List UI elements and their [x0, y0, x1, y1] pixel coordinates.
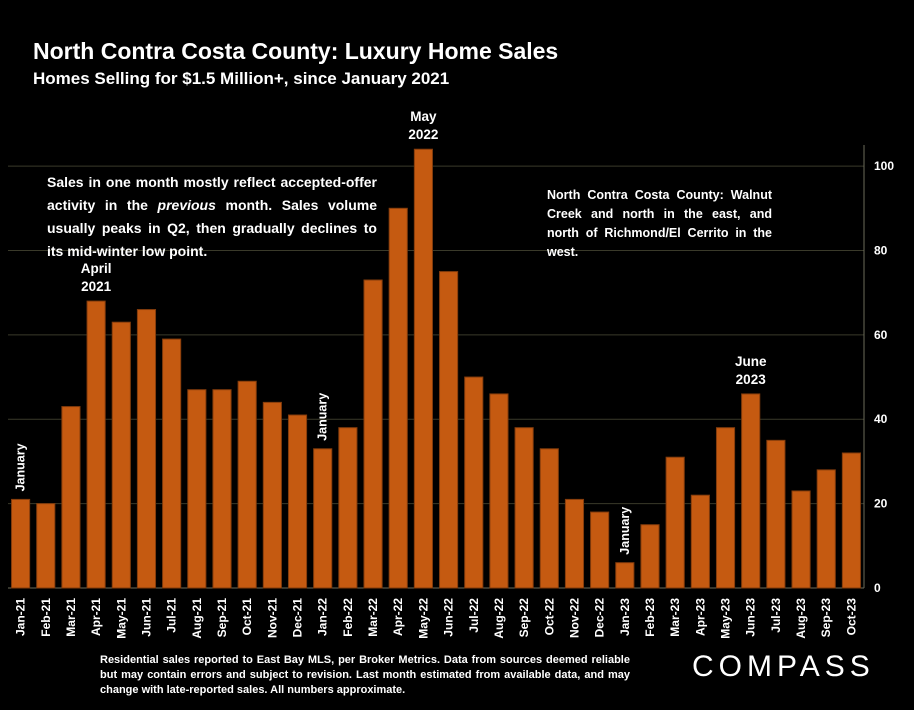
bar-may-22 — [413, 148, 433, 589]
annotation-label: January — [14, 443, 28, 491]
bar-mar-21 — [61, 406, 81, 589]
bar-aug-23 — [791, 490, 811, 589]
annotations: January April 2021 January May 2022 January Jun… — [14, 109, 767, 554]
y-tick-label: 60 — [874, 328, 888, 342]
bar-oct-23 — [841, 452, 861, 589]
bar-may-21 — [111, 321, 131, 589]
x-tick-label: Apr-22 — [391, 598, 405, 636]
x-tick-label: Aug-22 — [492, 598, 506, 639]
bar-nov-22 — [564, 498, 585, 589]
x-tick-label: Aug-21 — [190, 598, 204, 639]
bar-jun-23 — [741, 393, 761, 589]
annotation-label: 2022 — [408, 127, 438, 142]
bar-jan-23 — [615, 562, 635, 589]
bars — [11, 148, 861, 589]
bar-dec-21 — [287, 414, 308, 589]
annotation-label: May — [410, 109, 437, 124]
x-tick-label: Jan-22 — [316, 598, 330, 636]
bar-oct-21 — [237, 380, 257, 589]
x-tick-label: Apr-21 — [89, 598, 103, 636]
bar-apr-22 — [388, 207, 408, 589]
note-text-start: Sales in one month mostly reflect accept… — [47, 174, 377, 213]
x-tick-label: Jun-23 — [744, 598, 758, 637]
x-tick-label: Feb-22 — [341, 598, 355, 637]
bar-aug-21 — [187, 389, 207, 589]
x-tick-label: Oct-23 — [844, 598, 858, 636]
bar-sep-22 — [514, 427, 534, 589]
source-footnote: Residential sales reported to East Bay M… — [100, 654, 630, 696]
x-tick-label: Nov-22 — [567, 598, 581, 638]
bar-jul-22 — [464, 376, 484, 589]
bar-jul-21 — [162, 338, 182, 589]
bar-aug-22 — [489, 393, 509, 589]
x-tick-label: Sep-21 — [215, 598, 229, 638]
annotation-label: January — [618, 507, 632, 555]
x-tick-label: Jul-23 — [769, 598, 783, 633]
x-tick-label: Feb-23 — [643, 598, 657, 637]
bar-feb-23 — [640, 524, 660, 589]
note-text-end: month. Sales volume usually peaks in Q2,… — [47, 197, 377, 259]
x-tick-label: Jul-21 — [165, 598, 179, 633]
bar-apr-23 — [690, 494, 710, 589]
annotation-label: 2021 — [81, 279, 112, 294]
x-tick-label: Mar-22 — [366, 598, 380, 637]
bar-jan-21 — [11, 498, 31, 589]
x-tick-label: Sep-22 — [517, 598, 531, 638]
bar-jul-23 — [766, 439, 786, 589]
bar-may-23 — [715, 427, 736, 589]
x-tick-label: Jan-21 — [14, 598, 28, 636]
chart-title: North Contra Costa County: Luxury Home S… — [33, 38, 559, 64]
bar-sep-23 — [816, 469, 836, 589]
bar-mar-22 — [363, 279, 383, 589]
bar-dec-22 — [590, 511, 610, 589]
x-tick-label: Oct-22 — [542, 598, 556, 636]
x-tick-label: Apr-23 — [693, 598, 707, 636]
region-note: North Contra Costa County: Walnut Creek … — [547, 188, 772, 259]
annotation-label: June — [735, 354, 767, 369]
x-tick-label: Mar-23 — [668, 598, 682, 637]
x-tick-label: Jul-22 — [467, 598, 481, 633]
bar-jun-21 — [136, 309, 157, 589]
bar-feb-21 — [36, 503, 56, 589]
x-tick-label: Jun-21 — [139, 598, 153, 637]
annotation-label: April — [81, 261, 112, 276]
annotation-label: January — [316, 393, 330, 441]
compass-logo: COMPASS — [692, 650, 875, 683]
note-text-italic: previous — [157, 197, 216, 213]
x-tick-label: Sep-23 — [819, 598, 833, 638]
x-tick-label: Oct-21 — [240, 598, 254, 636]
bar-nov-21 — [262, 401, 282, 589]
y-axis-ticks: 0 20 40 60 80 100 — [874, 159, 894, 595]
bar-apr-21 — [86, 300, 106, 589]
bar-feb-22 — [338, 427, 358, 589]
y-tick-label: 40 — [874, 412, 888, 426]
x-tick-label: Aug-23 — [794, 598, 808, 639]
y-tick-label: 20 — [874, 497, 888, 511]
bar-oct-22 — [539, 448, 559, 589]
x-tick-label: Nov-21 — [265, 598, 279, 638]
seasonality-note: Sales in one month mostly reflect accept… — [47, 171, 377, 263]
x-tick-label: Dec-22 — [593, 598, 607, 638]
x-tick-label: Dec-21 — [291, 598, 305, 638]
y-tick-label: 100 — [874, 159, 894, 173]
annotation-label: 2023 — [736, 372, 767, 387]
y-tick-label: 0 — [874, 581, 881, 595]
x-tick-label: Mar-21 — [64, 598, 78, 637]
x-tick-label: May-21 — [114, 598, 128, 639]
x-tick-label: May-23 — [719, 598, 733, 639]
x-tick-label: Jan-23 — [618, 598, 632, 636]
chart-subtitle: Homes Selling for $1.5 Million+, since J… — [33, 69, 450, 88]
bar-mar-23 — [665, 456, 685, 589]
x-tick-label: May-22 — [416, 598, 430, 639]
bar-jan-22 — [313, 448, 333, 589]
bar-jun-22 — [439, 271, 459, 589]
y-tick-label: 80 — [874, 243, 888, 257]
x-tick-label: Jun-22 — [442, 598, 456, 637]
x-axis-ticks: Jan-21 Feb-21 Mar-21 Apr-21 May-21 Jun-21 Jul-… — [14, 598, 859, 639]
bar-sep-21 — [212, 389, 232, 589]
x-tick-label: Feb-21 — [39, 598, 53, 637]
